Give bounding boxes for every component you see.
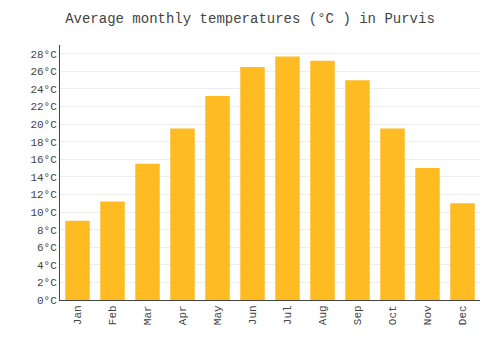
svg-text:Jan: Jan xyxy=(72,305,84,325)
svg-text:6°C: 6°C xyxy=(37,242,57,254)
svg-text:Jul: Jul xyxy=(282,305,294,325)
svg-text:Nov: Nov xyxy=(422,305,434,325)
svg-text:Aug: Aug xyxy=(317,305,329,325)
svg-text:0°C: 0°C xyxy=(37,295,57,307)
svg-text:10°C: 10°C xyxy=(30,207,57,219)
svg-text:Feb: Feb xyxy=(107,305,119,325)
svg-text:Apr: Apr xyxy=(177,305,189,325)
svg-text:2°C: 2°C xyxy=(37,277,57,289)
svg-text:16°C: 16°C xyxy=(30,154,57,166)
svg-text:26°C: 26°C xyxy=(30,66,57,78)
svg-text:May: May xyxy=(212,305,224,325)
svg-text:28°C: 28°C xyxy=(30,49,57,61)
svg-text:Oct: Oct xyxy=(387,305,399,325)
svg-text:12°C: 12°C xyxy=(30,189,57,201)
svg-text:8°C: 8°C xyxy=(37,225,57,237)
svg-text:Sep: Sep xyxy=(352,305,364,325)
svg-text:18°C: 18°C xyxy=(30,137,57,149)
svg-text:24°C: 24°C xyxy=(30,84,57,96)
svg-text:Mar: Mar xyxy=(142,305,154,325)
svg-text:Jun: Jun xyxy=(247,305,259,325)
svg-text:14°C: 14°C xyxy=(30,172,57,184)
svg-text:22°C: 22°C xyxy=(30,101,57,113)
svg-text:Average monthly temperatures (: Average monthly temperatures (°C ) in Pu… xyxy=(65,11,435,27)
svg-text:Dec: Dec xyxy=(457,305,469,325)
svg-text:20°C: 20°C xyxy=(30,119,57,131)
svg-text:4°C: 4°C xyxy=(37,260,57,272)
